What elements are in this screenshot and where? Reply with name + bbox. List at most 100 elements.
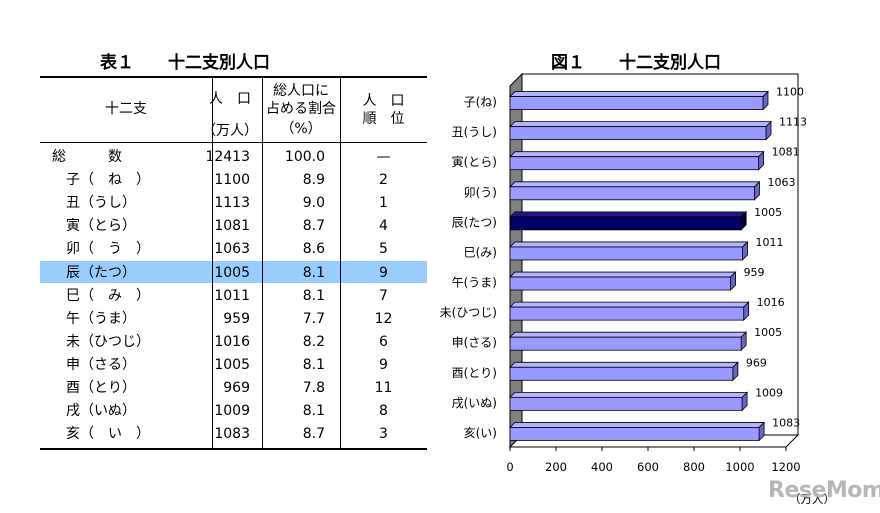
row-share: 8.7 bbox=[302, 218, 325, 235]
row-population: 1005 bbox=[214, 264, 250, 281]
category-label: 巳(み) bbox=[464, 245, 497, 259]
data-label: 1005 bbox=[754, 326, 782, 339]
chart-title: 図１ 十二支別人口 bbox=[551, 53, 721, 73]
bar-top bbox=[509, 361, 739, 368]
row-share: 8.7 bbox=[302, 426, 325, 443]
bar bbox=[509, 246, 743, 261]
row-population: 1016 bbox=[214, 333, 250, 350]
row-label: 戌（いぬ） bbox=[66, 403, 136, 420]
x-tick-label: 800 bbox=[683, 460, 705, 474]
row-rank: 9 bbox=[379, 264, 388, 281]
population-table: 十二支 人 口 （万人） 総人口に 占める割合 （%） 人 口 順 位 総 数 1… bbox=[40, 76, 427, 456]
x-tick-label: 400 bbox=[591, 460, 613, 474]
header-share-1: 総人口に bbox=[273, 83, 329, 99]
data-label: 1081 bbox=[772, 146, 800, 159]
data-label: 1113 bbox=[779, 116, 807, 129]
row-share: 8.2 bbox=[302, 333, 325, 350]
bar-top bbox=[509, 331, 748, 338]
header-share-3: （%） bbox=[280, 121, 322, 137]
category-label: 辰(たつ) bbox=[452, 215, 497, 229]
category-label: 卯(う) bbox=[464, 185, 497, 199]
row-label: 寅（とら） bbox=[66, 218, 136, 235]
row-rank: 1 bbox=[379, 195, 388, 212]
row-share: 7.8 bbox=[302, 380, 325, 396]
row-rank: 5 bbox=[379, 241, 388, 258]
row-rank: 6 bbox=[379, 333, 388, 350]
data-label: 1100 bbox=[776, 86, 804, 99]
row-label: 総 数 bbox=[52, 149, 122, 165]
row-population: 1113 bbox=[214, 195, 250, 212]
row-rank: 3 bbox=[379, 426, 388, 443]
bar-top bbox=[509, 181, 761, 188]
data-label: 1083 bbox=[772, 416, 800, 429]
row-share: 8.1 bbox=[302, 264, 325, 281]
x-tick-label: 0 bbox=[506, 460, 513, 474]
row-population: 969 bbox=[223, 380, 250, 396]
row-share: 8.1 bbox=[302, 403, 325, 420]
row-share: 7.7 bbox=[302, 310, 325, 327]
row-share: 9.0 bbox=[302, 195, 325, 212]
watermark-logo: ReseMom bbox=[768, 478, 880, 503]
row-label: 午（うま） bbox=[66, 310, 136, 327]
header-share-2: 占める割合 bbox=[266, 101, 336, 117]
data-label: 1009 bbox=[755, 386, 783, 399]
table-title: 表１ 十二支別人口 bbox=[100, 53, 270, 73]
row-rank: 9 bbox=[379, 356, 388, 373]
category-label: 寅(とら) bbox=[452, 154, 497, 169]
bar bbox=[509, 186, 755, 201]
category-label: 未(ひつじ) bbox=[440, 306, 497, 320]
bar-top bbox=[509, 391, 749, 398]
row-population: 1011 bbox=[214, 287, 250, 304]
bar-top bbox=[509, 121, 772, 128]
x-tick-label: 1200 bbox=[771, 460, 800, 474]
data-label: 1063 bbox=[767, 176, 795, 189]
bar-top bbox=[509, 151, 765, 158]
x-axis-unit: （万人） bbox=[789, 492, 835, 506]
bar-top bbox=[509, 91, 769, 97]
row-population: 1081 bbox=[214, 218, 250, 235]
row-rank: 12 bbox=[374, 310, 393, 327]
row-population: 1100 bbox=[214, 172, 250, 189]
row-label: 亥（ い ） bbox=[66, 426, 150, 443]
row-population: 12413 bbox=[205, 149, 250, 165]
category-label: 戌(いぬ) bbox=[452, 396, 497, 410]
row-rank: 2 bbox=[379, 172, 388, 189]
row-label: 卯（ う ） bbox=[66, 241, 150, 258]
bar bbox=[509, 216, 742, 231]
category-label: 酉(とり) bbox=[452, 366, 497, 380]
data-label: 969 bbox=[746, 356, 767, 369]
category-label: 亥(い) bbox=[464, 426, 497, 440]
bar bbox=[509, 427, 760, 441]
data-label: 959 bbox=[744, 266, 765, 279]
category-label: 子(ね) bbox=[464, 95, 497, 109]
data-label: 1005 bbox=[754, 206, 782, 219]
row-rank: 11 bbox=[374, 380, 393, 396]
row-rank: 7 bbox=[379, 287, 388, 304]
bar-top bbox=[509, 422, 766, 428]
row-share: 8.1 bbox=[302, 356, 325, 373]
row-rank: 8 bbox=[379, 403, 388, 420]
header-sign: 十二支 bbox=[105, 101, 147, 117]
row-rank: 4 bbox=[379, 218, 388, 235]
bar-top bbox=[509, 271, 737, 278]
category-label: 丑(うし) bbox=[452, 125, 497, 139]
row-label: 酉（とり） bbox=[66, 380, 136, 396]
row-population: 1063 bbox=[214, 241, 250, 258]
bar bbox=[509, 96, 764, 110]
bar bbox=[509, 336, 742, 351]
bar bbox=[509, 156, 760, 171]
bar-top bbox=[509, 211, 748, 218]
row-rank: — bbox=[376, 149, 391, 165]
header-population-unit: （万人） bbox=[202, 123, 258, 139]
category-label: 申(さる) bbox=[452, 336, 497, 350]
row-label: 辰（たつ） bbox=[66, 264, 136, 281]
row-population: 1083 bbox=[214, 426, 250, 443]
category-label: 午(うま) bbox=[452, 276, 497, 290]
header-population: 人 口 bbox=[209, 91, 251, 107]
bar bbox=[509, 276, 731, 291]
header-rank-1: 人 口 bbox=[362, 93, 405, 109]
bar-top bbox=[509, 301, 750, 308]
row-share: 8.1 bbox=[302, 287, 325, 304]
row-share: 8.9 bbox=[302, 172, 325, 189]
